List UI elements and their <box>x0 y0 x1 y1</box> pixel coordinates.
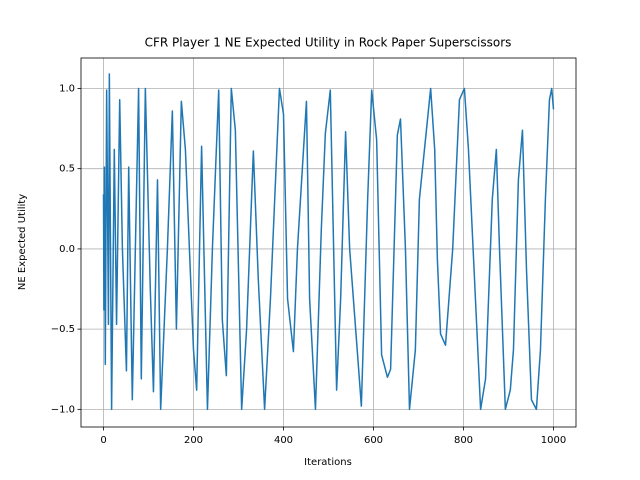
x-tick-label: 1000 <box>541 435 566 446</box>
x-axis-label: Iterations <box>304 457 352 468</box>
plot-frame <box>80 57 577 428</box>
chart-title: CFR Player 1 NE Expected Utility in Rock… <box>145 36 512 50</box>
y-tick-label: 0.0 <box>59 244 75 255</box>
x-tick-label: 200 <box>184 435 203 446</box>
y-tick-label: −0.5 <box>51 324 75 335</box>
x-tick-label: 800 <box>454 435 473 446</box>
y-tick-label: 1.0 <box>59 83 75 94</box>
x-tick-label: 0 <box>100 435 106 446</box>
y-axis-label: NE Expected Utility <box>17 194 28 290</box>
x-tick-label: 600 <box>364 435 383 446</box>
x-tick-label: 400 <box>274 435 293 446</box>
y-tick-label: 0.5 <box>59 164 75 175</box>
data-line <box>102 73 555 411</box>
y-tick-label: −1.0 <box>51 404 75 415</box>
